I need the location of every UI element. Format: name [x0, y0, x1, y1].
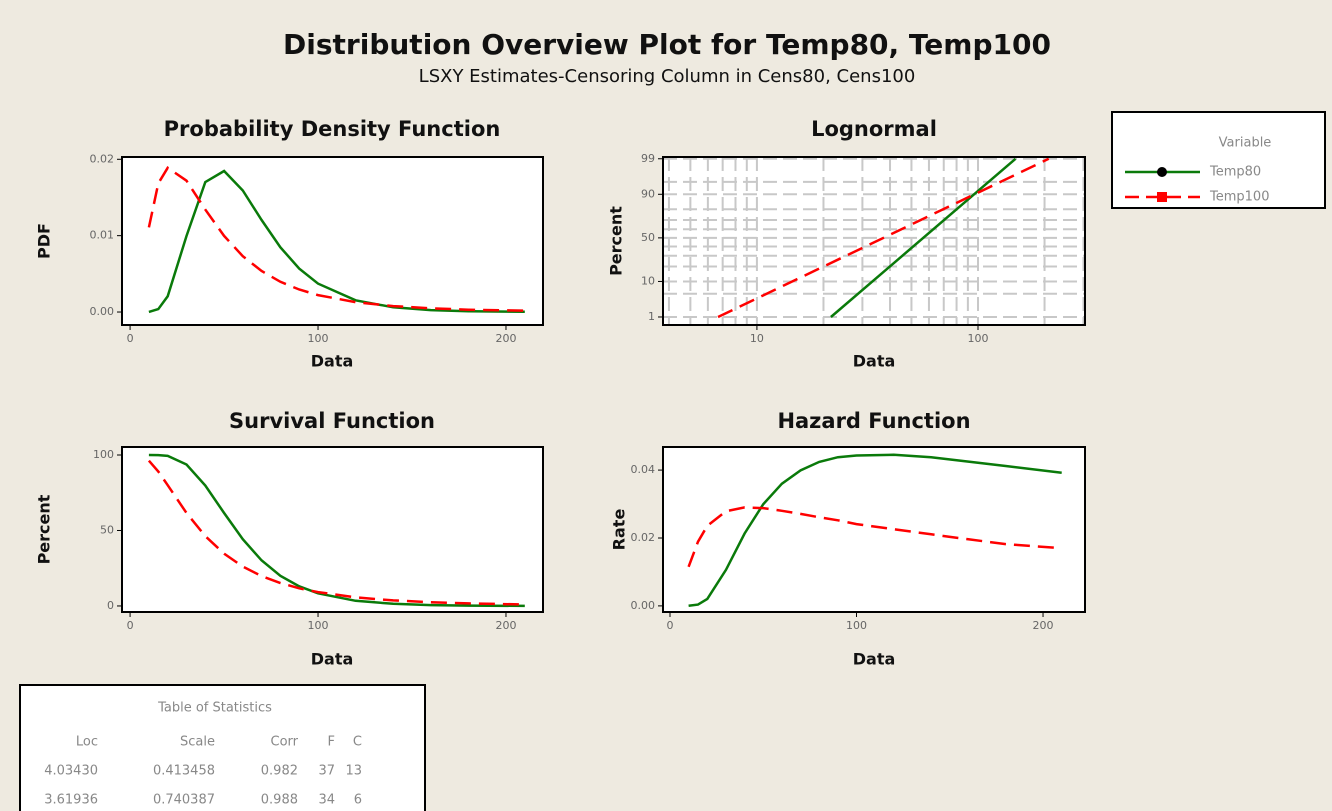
series-line	[148, 453, 525, 608]
y-axis-label: Rate	[610, 509, 629, 551]
y-tick-label: 10	[641, 274, 655, 287]
series-line	[147, 166, 525, 312]
y-tick-label: 0.02	[631, 531, 656, 544]
legend-label: Temp80	[1209, 165, 1261, 180]
plot-frame	[662, 156, 1086, 326]
legend-marker	[1157, 167, 1167, 177]
plot-area	[122, 447, 543, 612]
table-cell: 0.988	[261, 793, 298, 808]
x-tick-label: 0	[127, 332, 134, 345]
table-header: F	[328, 735, 335, 750]
table-cell: 34	[318, 793, 335, 808]
y-tick-label: 0.00	[90, 305, 115, 318]
plot-frame	[121, 446, 544, 613]
chart-title: Probability Density Function	[164, 117, 501, 141]
x-tick-label: 0	[127, 619, 134, 632]
table-cell: 4.03430	[44, 764, 98, 779]
table-cell: 3.61936	[44, 793, 98, 808]
table-header: Loc	[76, 735, 98, 750]
table-cell: 0.740387	[153, 793, 215, 808]
y-tick-label: 99	[641, 152, 655, 165]
y-tick-label: 1	[648, 310, 655, 323]
y-tick-label: 90	[641, 187, 655, 200]
legend-marker	[1157, 192, 1167, 202]
x-tick-label: 0	[666, 619, 673, 632]
chart-title: Survival Function	[229, 409, 435, 433]
y-tick-label: 100	[93, 448, 114, 461]
table-cell: 13	[345, 764, 362, 779]
y-axis-label: PDF	[35, 223, 54, 259]
chart-title: Hazard Function	[777, 409, 970, 433]
main-title: Distribution Overview Plot for Temp80, T…	[283, 28, 1051, 61]
x-tick-label: 100	[846, 619, 867, 632]
y-tick-label: 0.04	[631, 463, 656, 476]
series-line	[148, 169, 525, 314]
x-tick-label: 100	[308, 619, 329, 632]
plot-area	[663, 447, 1085, 612]
x-tick-label: 10	[750, 332, 764, 345]
x-axis-label: Data	[853, 352, 896, 371]
table-header: C	[353, 735, 362, 750]
series-line	[717, 157, 1050, 319]
subtitle: LSXY Estimates-Censoring Column in Cens8…	[419, 66, 916, 87]
y-axis-label: Percent	[607, 206, 626, 276]
table-cell: 6	[354, 793, 362, 808]
y-tick-label: 0	[107, 599, 114, 612]
series-line	[687, 506, 1062, 568]
plot-frame	[121, 156, 544, 326]
table-box	[19, 684, 426, 811]
table-cell: 0.982	[261, 764, 298, 779]
legend-label: Temp100	[1209, 190, 1269, 205]
table-header: Scale	[180, 735, 215, 750]
y-tick-label: 0.00	[631, 599, 656, 612]
chart-title: Lognormal	[811, 117, 937, 141]
y-tick-label: 50	[100, 523, 114, 536]
y-tick-label: 50	[641, 231, 655, 244]
x-tick-label: 200	[1033, 619, 1054, 632]
plot-area	[122, 157, 543, 325]
plot-frame	[662, 446, 1086, 613]
table-title: Table of Statistics	[157, 701, 272, 716]
series-line	[147, 459, 525, 606]
series-line	[688, 453, 1062, 608]
x-tick-label: 200	[495, 332, 516, 345]
table-header: Corr	[271, 735, 299, 750]
y-tick-label: 0.01	[90, 229, 115, 242]
y-axis-label: Percent	[35, 494, 54, 564]
x-tick-label: 100	[308, 332, 329, 345]
table-cell: 0.413458	[153, 764, 215, 779]
x-tick-label: 100	[967, 332, 988, 345]
legend-box	[1111, 111, 1326, 209]
x-axis-label: Data	[853, 650, 896, 669]
table-cell: 37	[318, 764, 335, 779]
series-line	[830, 157, 1017, 318]
legend-title: Variable	[1219, 136, 1272, 151]
x-axis-label: Data	[311, 650, 354, 669]
x-axis-label: Data	[311, 352, 354, 371]
y-tick-label: 0.02	[90, 152, 115, 165]
x-tick-label: 200	[495, 619, 516, 632]
